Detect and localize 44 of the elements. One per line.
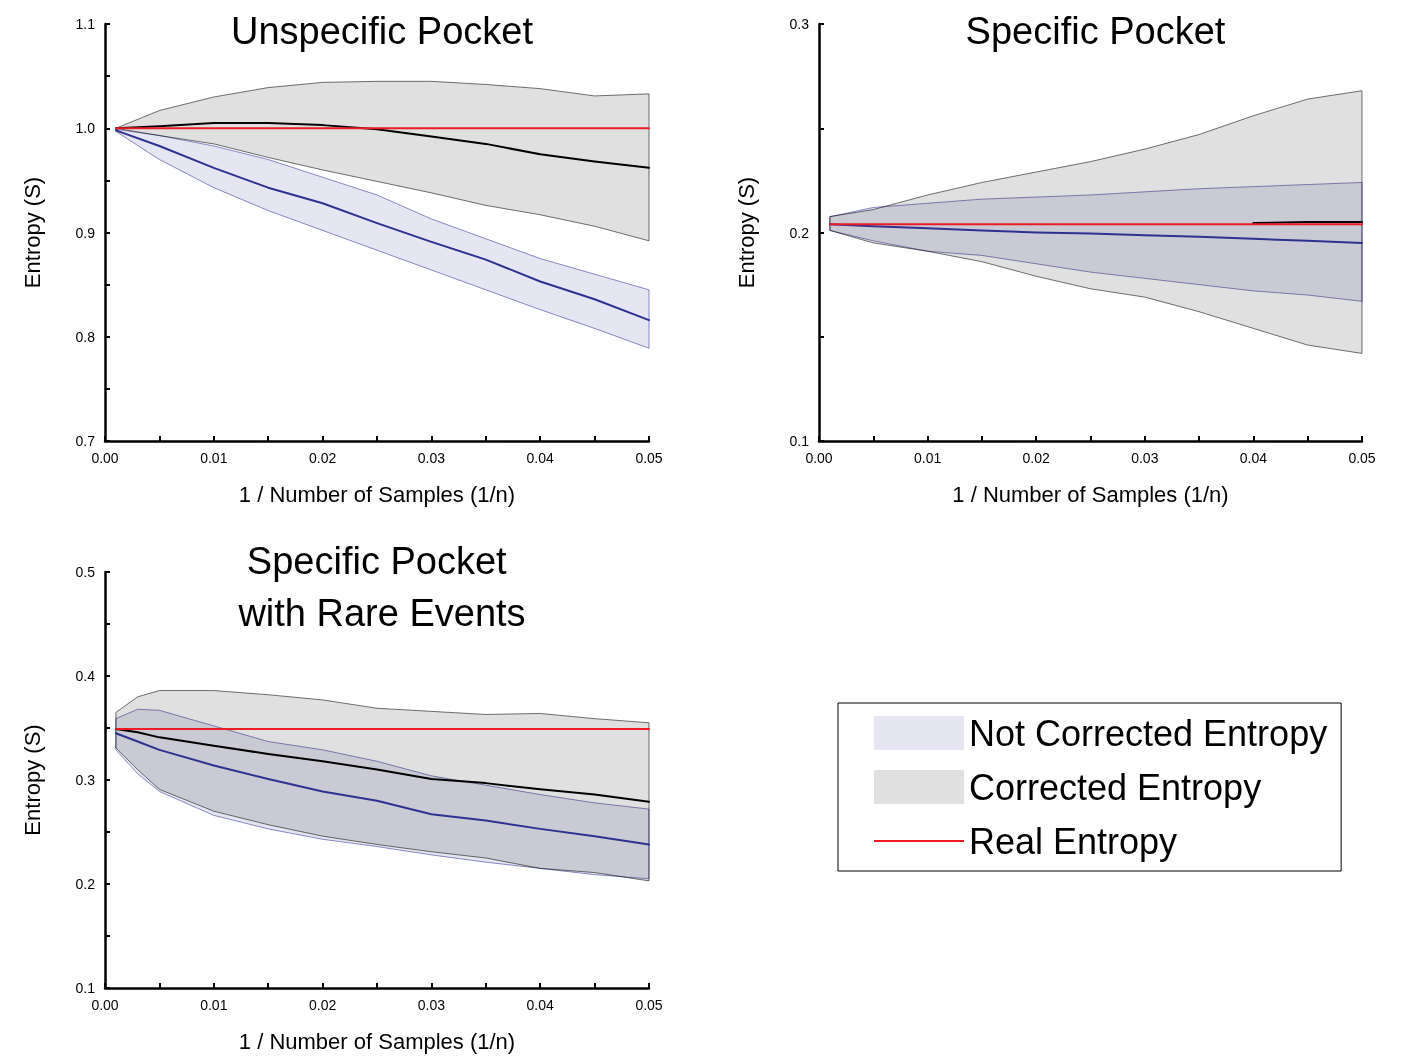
y-tick-label: 1.1 <box>75 16 96 32</box>
x-tick-label: 0.04 <box>1239 450 1268 466</box>
y-axis-title: Entropy (S) <box>19 724 45 836</box>
y-tick-label: 0.1 <box>75 980 96 996</box>
y-tick-label: 0.2 <box>789 224 810 241</box>
y-tick-label: 0.8 <box>75 328 96 345</box>
x-axis-title: 1 / Number of Samples (1/n) <box>952 481 1229 507</box>
y-axis-title: Entropy (S) <box>19 176 45 289</box>
legend-label: Corrected Entropy <box>969 766 1262 808</box>
x-tick-label: 0.00 <box>805 450 833 466</box>
y-axis-title: Entropy (S) <box>733 176 759 289</box>
x-tick-label: 0.02 <box>1022 450 1051 466</box>
y-tick-label: 0.3 <box>75 772 96 788</box>
y-tick-label: 1.0 <box>75 120 96 137</box>
x-tick-label: 0.00 <box>91 997 119 1013</box>
x-tick-label: 0.02 <box>308 997 337 1013</box>
x-axis-title: 1 / Number of Samples (1/n) <box>238 481 516 507</box>
y-tick-label: 0.4 <box>75 668 96 684</box>
chart-title: Specific Pocket <box>965 10 1226 52</box>
chart-title: Specific Pocket with Rare Events <box>237 540 526 634</box>
y-tick-label: 0.9 <box>75 224 96 241</box>
x-tick-label: 0.05 <box>1348 450 1376 466</box>
y-tick-label: 0.1 <box>789 433 810 449</box>
x-tick-label: 0.03 <box>417 450 446 466</box>
y-tick-label: 0.7 <box>75 433 96 449</box>
x-tick-label: 0.01 <box>913 450 942 466</box>
y-tick-label: 0.2 <box>75 876 96 892</box>
x-tick-label: 0.00 <box>91 450 119 466</box>
x-tick-label: 0.03 <box>417 997 446 1013</box>
y-tick-label: 0.5 <box>75 564 96 580</box>
line-series <box>114 732 650 846</box>
x-tick-label: 0.04 <box>526 997 555 1013</box>
legend-label: Real Entropy <box>969 820 1178 862</box>
y-tick-label: 0.3 <box>789 16 810 32</box>
chart-title: Unspecific Pocket <box>230 10 534 52</box>
x-tick-label: 0.03 <box>1131 450 1159 466</box>
x-tick-label: 0.05 <box>635 997 663 1013</box>
x-tick-label: 0.01 <box>200 450 228 466</box>
x-tick-label: 0.04 <box>526 450 555 466</box>
x-tick-label: 0.01 <box>200 997 228 1013</box>
legend-label: Not Corrected Entropy <box>969 712 1328 754</box>
x-tick-label: 0.05 <box>635 450 663 466</box>
x-axis-title: 1 / Number of Samples (1/n) <box>238 1028 516 1054</box>
x-tick-label: 0.02 <box>308 450 337 466</box>
